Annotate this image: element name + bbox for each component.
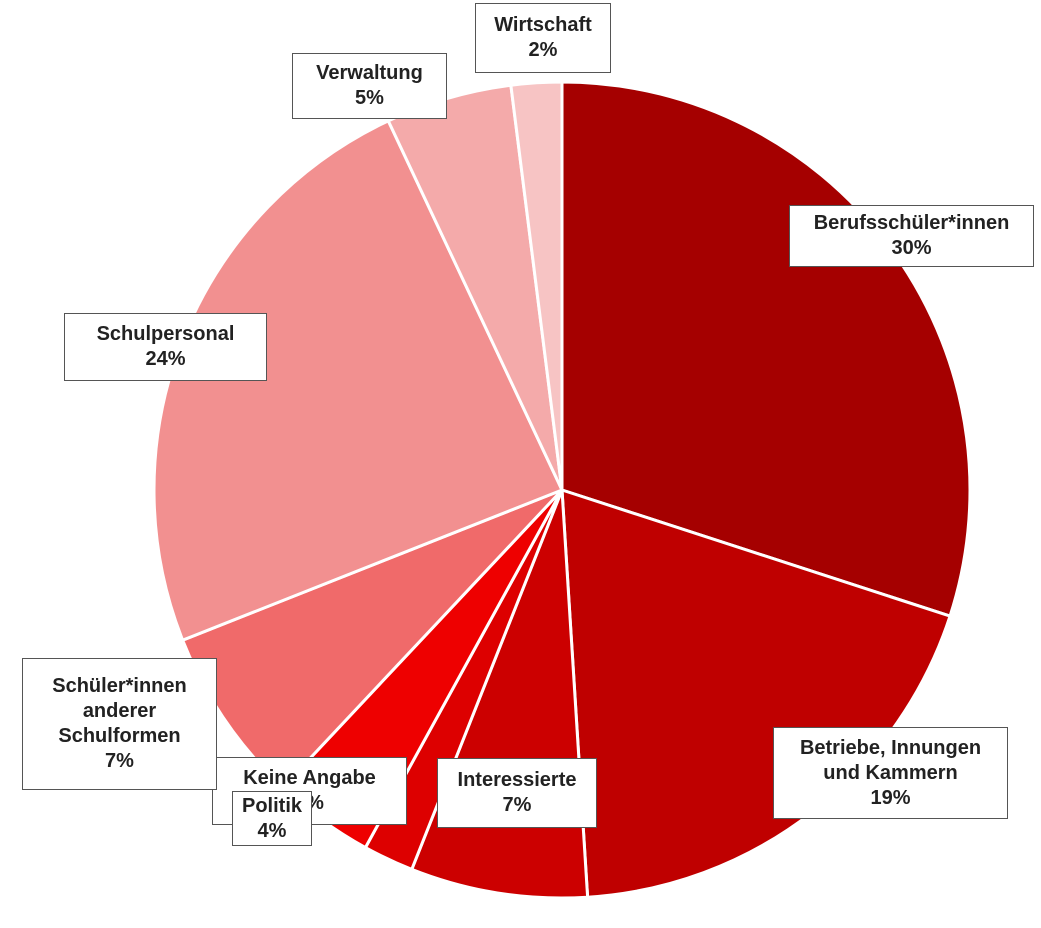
data-label-box: Verwaltung 5% [292,53,447,119]
category-label: Verwaltung [316,62,423,84]
value-label: 2% [528,39,558,61]
category-label: Schulpersonal [96,323,235,345]
value-label: 19% [870,786,911,809]
value-label: 7% [502,794,532,816]
data-label-box: Schulpersonal 24% [64,313,267,381]
data-label-box: Betriebe, Innungen und Kammern 19% [773,727,1008,819]
category-label: Berufsschüler*innen [813,212,1010,234]
category-label: Wirtschaft [494,14,592,36]
value-label: 24% [145,348,186,370]
value-label: 4% [257,819,287,842]
category-label: Schüler*innen anderer Schulformen [52,675,187,747]
value-label: 7% [105,750,134,772]
value-label: 5% [355,87,384,109]
category-label: Interessierte [457,769,577,791]
category-label: Betriebe, Innungen und Kammern [799,736,982,784]
value-label: 30% [891,237,932,259]
pie-slice [509,80,564,491]
data-label-box: Schüler*innen anderer Schulformen 7% [22,658,217,790]
data-label-box: Politik 4% [232,791,312,846]
data-label-box: Wirtschaft 2% [475,3,611,73]
data-label-box: Berufsschüler*innen 30% [789,205,1034,267]
data-label-box: Interessierte 7% [437,758,597,828]
category-label: Politik [241,794,302,817]
category-label: Keine Angabe [243,767,376,789]
